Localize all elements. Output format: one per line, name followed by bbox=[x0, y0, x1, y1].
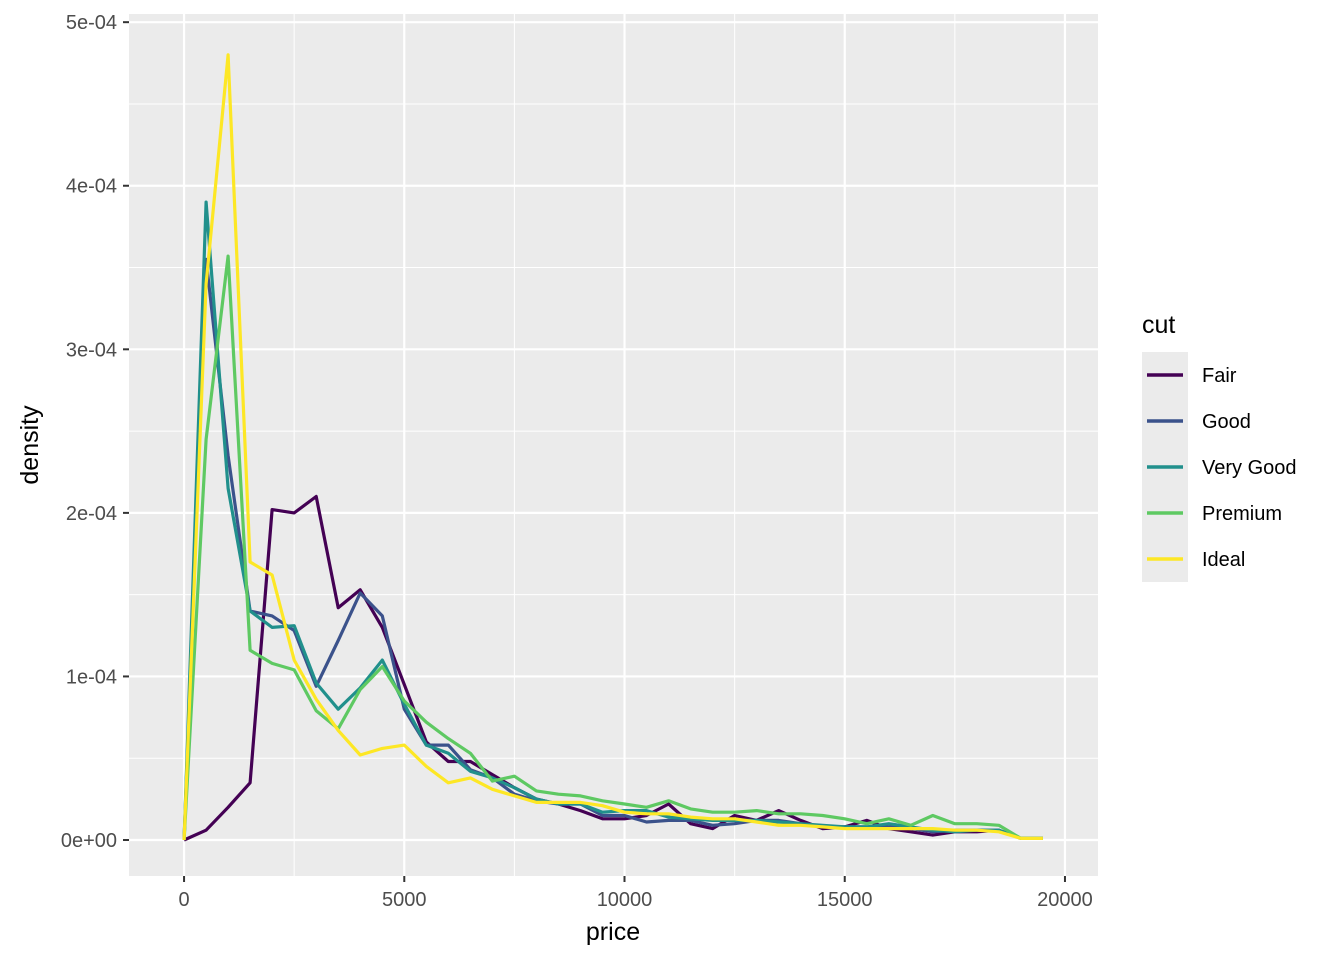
y-tick-label: 1e-04 bbox=[66, 666, 117, 688]
x-tick-label: 5000 bbox=[382, 889, 427, 911]
legend-items: Fair Good Very Good Premium Ideal bbox=[1147, 365, 1297, 571]
x-axis-title: price bbox=[586, 918, 640, 946]
series-layer bbox=[182, 53, 1043, 842]
y-tick-label: 2e-04 bbox=[66, 503, 117, 525]
series-line-ideal bbox=[182, 53, 1043, 841]
panel-background bbox=[129, 14, 1098, 876]
y-tick-label: 0e+00 bbox=[61, 830, 117, 852]
legend-label-very-good: Very Good bbox=[1202, 457, 1297, 479]
y-tick-label: 4e-04 bbox=[66, 176, 117, 198]
series-line-premium bbox=[182, 254, 1043, 841]
x-tick-label: 20000 bbox=[1037, 889, 1093, 911]
y-tick-label: 3e-04 bbox=[66, 339, 117, 361]
legend-label-premium: Premium bbox=[1202, 503, 1282, 525]
legend: cut Fair Good Very Good Premium Ideal bbox=[1142, 311, 1297, 582]
legend-label-fair: Fair bbox=[1202, 365, 1237, 387]
legend-title: cut bbox=[1142, 311, 1175, 339]
y-axis-title: density bbox=[16, 405, 44, 485]
x-tick-label: 10000 bbox=[597, 889, 653, 911]
x-tick-label: 0 bbox=[178, 889, 189, 911]
grid-minor bbox=[129, 14, 1098, 876]
x-tick-label: 15000 bbox=[817, 889, 873, 911]
grid-major bbox=[129, 14, 1098, 876]
legend-label-good: Good bbox=[1202, 411, 1251, 433]
y-tick-label: 5e-04 bbox=[66, 12, 117, 34]
legend-label-ideal: Ideal bbox=[1202, 549, 1245, 571]
series-line-very-good bbox=[182, 200, 1043, 841]
y-axis: 0e+00 1e-04 2e-04 3e-04 4e-04 5e-04 bbox=[61, 12, 129, 852]
x-axis: 0 5000 10000 15000 20000 bbox=[178, 876, 1093, 911]
